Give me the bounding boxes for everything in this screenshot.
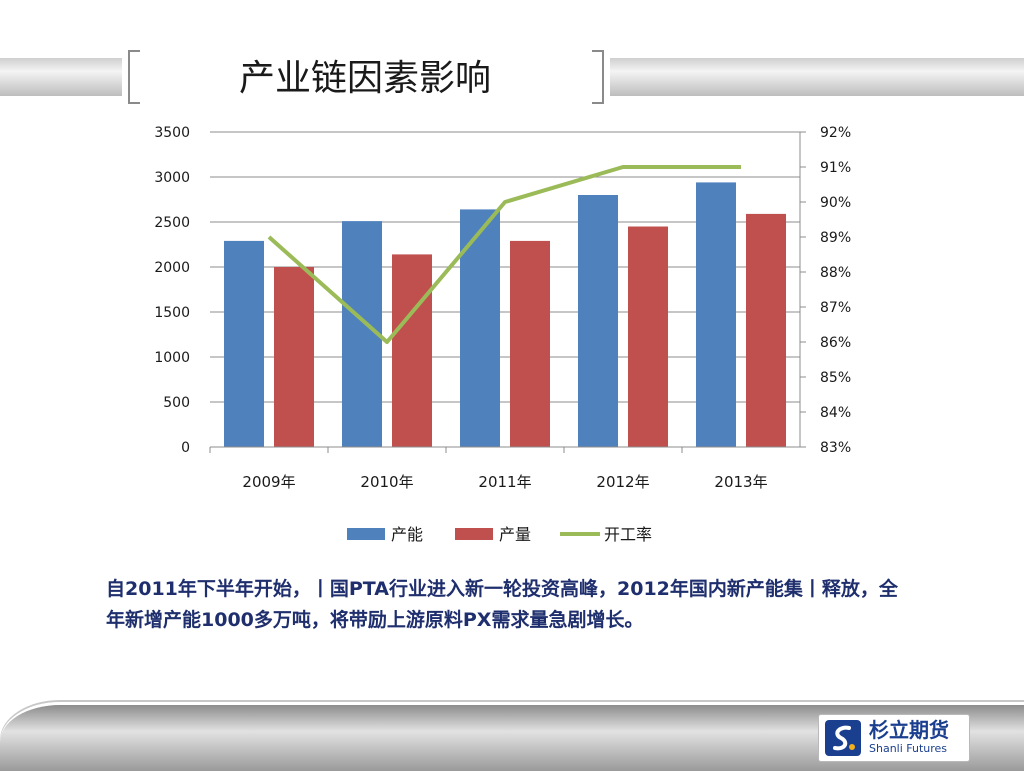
bar-output xyxy=(510,240,550,447)
header-band-right xyxy=(610,58,1024,96)
bar-output xyxy=(746,213,786,447)
logo-name-cn: 杉立期货 xyxy=(869,718,949,742)
y-tick-label: 2000 xyxy=(154,260,190,276)
y2-tick-label: 89% xyxy=(820,230,851,246)
legend-swatch-output xyxy=(455,528,493,540)
y-tick-label: 0 xyxy=(181,440,190,456)
x-tick-label: 2011年 xyxy=(478,473,531,491)
y2-tick-label: 84% xyxy=(820,405,851,421)
bar-output xyxy=(628,226,668,447)
y2-tick-label: 91% xyxy=(820,160,851,176)
y-tick-label: 3000 xyxy=(154,170,190,186)
header-band-left xyxy=(0,58,122,96)
logo-name-en: Shanli Futures xyxy=(869,742,948,755)
y2-tick-label: 85% xyxy=(820,370,851,386)
x-tick-label: 2010年 xyxy=(360,473,413,491)
title-bracket-left xyxy=(128,50,140,104)
y-tick-label: 1000 xyxy=(154,350,190,366)
y-tick-label: 2500 xyxy=(154,215,190,231)
legend-label: 产量 xyxy=(499,525,531,544)
x-tick-label: 2009年 xyxy=(242,473,295,491)
bar-output xyxy=(274,267,314,447)
combo-chart: 0 500 1000 1500 2000 2500 3000 3500 83% 84% 85% 86%… xyxy=(154,125,851,544)
x-tick-label: 2013年 xyxy=(714,473,767,491)
line-rate xyxy=(267,165,741,344)
bar-capacity xyxy=(460,209,500,447)
x-tick-label: 2012年 xyxy=(596,473,649,491)
company-logo: 杉立期货 Shanli Futures xyxy=(818,714,970,762)
slide-description: 自2011年下半年开始，丨国PTA行业进入新一轮投资高峰，2012年国内新产能集… xyxy=(106,578,898,631)
y2-tick-label: 86% xyxy=(820,335,851,351)
y2-tick-label: 83% xyxy=(820,440,851,456)
y2-tick-label: 90% xyxy=(820,195,851,211)
title-bracket-right xyxy=(592,50,604,104)
bar-capacity xyxy=(696,182,736,447)
y-tick-label: 1500 xyxy=(154,305,190,321)
legend-label: 开工率 xyxy=(604,525,652,544)
y-tick-label: 500 xyxy=(163,395,190,411)
bar-capacity xyxy=(224,240,264,447)
legend-swatch-capacity xyxy=(347,528,385,540)
y-tick-label: 3500 xyxy=(154,125,190,141)
y2-tick-label: 87% xyxy=(820,300,851,316)
logo-mark-icon xyxy=(825,720,861,756)
legend-label: 产能 xyxy=(391,525,423,544)
y2-tick-label: 92% xyxy=(820,125,851,141)
y2-tick-label: 88% xyxy=(820,265,851,281)
bar-output xyxy=(392,254,432,447)
slide-title: 产业链因素影响 xyxy=(238,58,491,99)
bar-capacity xyxy=(578,195,618,447)
